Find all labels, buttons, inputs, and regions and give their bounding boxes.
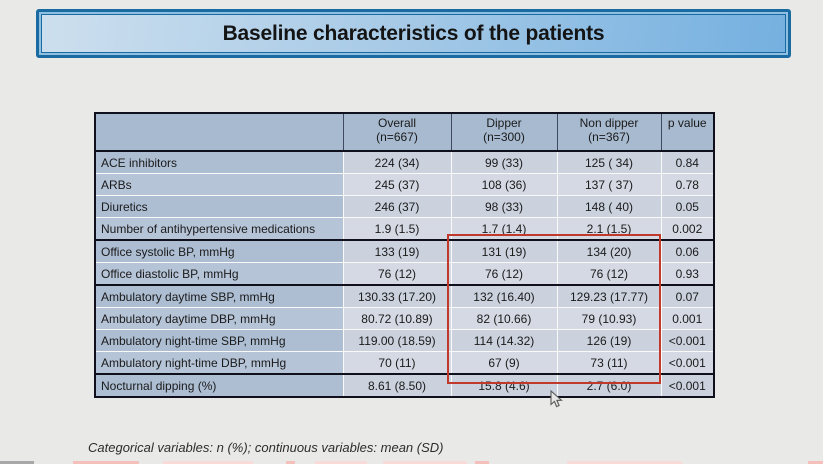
value-cell-nondipper: 2.7 (6.0) <box>556 373 661 397</box>
value-cell-dipper: 132 (16.40) <box>450 284 557 308</box>
value-cell-dipper: 131 (19) <box>450 239 557 263</box>
value-cell-dipper: 114 (14.32) <box>450 329 557 352</box>
value-cell-overall: 224 (34) <box>342 150 451 174</box>
value-cell-p: 0.07 <box>660 284 714 308</box>
table-row: Ambulatory night-time SBP, mmHg 119.00 (1… <box>95 329 714 352</box>
value-cell-overall: 8.61 (8.50) <box>342 373 451 397</box>
table-row: Ambulatory daytime DBP, mmHg 80.72 (10.89… <box>95 307 714 330</box>
row-label-cell: Nocturnal dipping (%) <box>95 373 343 397</box>
bottom-strip-artifact <box>163 461 253 464</box>
value-cell-p: <0.001 <box>660 351 714 374</box>
bottom-strip-artifact <box>475 461 489 464</box>
value-cell-dipper: 1.7 (1.4) <box>450 217 557 240</box>
column-header-overall: Overall (n=667) <box>342 113 451 152</box>
value-cell-overall: 119.00 (18.59) <box>342 329 451 352</box>
slide-title-banner: Baseline characteristics of the patients <box>36 9 791 58</box>
value-cell-overall: 133 (19) <box>342 239 451 263</box>
value-cell-nondipper: 2.1 (1.5) <box>556 217 661 240</box>
value-cell-p: 0.002 <box>660 217 714 240</box>
value-cell-nondipper: 148 ( 40) <box>556 195 661 218</box>
column-header-dipper: Dipper (n=300) <box>450 113 557 152</box>
row-label-cell: Ambulatory daytime SBP, mmHg <box>95 284 343 308</box>
value-cell-nondipper: 76 (12) <box>556 262 661 285</box>
bottom-strip-artifact <box>73 461 139 464</box>
value-cell-dipper: 99 (33) <box>450 150 557 174</box>
value-cell-nondipper: 134 (20) <box>556 239 661 263</box>
value-cell-p: <0.001 <box>660 373 714 397</box>
table-row: Diuretics 246 (37) 98 (33) 148 ( 40) 0.05 <box>95 195 714 218</box>
table-row: Office diastolic BP, mmHg 76 (12) 76 (12) 7… <box>95 262 714 285</box>
bottom-strip-artifact <box>315 461 367 464</box>
bottom-strip-artifact <box>567 461 682 464</box>
row-label-cell: Office systolic BP, mmHg <box>95 239 343 263</box>
value-cell-p: 0.84 <box>660 150 714 174</box>
baseline-table: Overall (n=667) Dipper (n=300) Non dipper (n=… <box>94 112 715 398</box>
value-cell-p: 0.05 <box>660 195 714 218</box>
value-cell-p: <0.001 <box>660 329 714 352</box>
table-container: Overall (n=667) Dipper (n=300) Non dipper (n=… <box>94 112 715 398</box>
value-cell-dipper: 76 (12) <box>450 262 557 285</box>
table-row: ACE inhibitors 224 (34) 99 (33) 125 ( 34) 0.… <box>95 150 714 174</box>
bottom-strip-artifact <box>0 461 34 464</box>
bottom-strip-artifact <box>808 461 823 464</box>
table-row: Ambulatory daytime SBP, mmHg 130.33 (17.2… <box>95 284 714 308</box>
value-cell-dipper: 108 (36) <box>450 173 557 196</box>
bottom-strip-artifact <box>383 461 467 464</box>
table-header: Overall (n=667) Dipper (n=300) Non dipper (n=… <box>95 113 714 152</box>
table-row: Number of antihypertensive medications 1.… <box>95 217 714 240</box>
value-cell-nondipper: 129.23 (17.77) <box>556 284 661 308</box>
row-label-cell: Ambulatory night-time SBP, mmHg <box>95 329 343 352</box>
value-cell-dipper: 15.8 (4.6) <box>450 373 557 397</box>
row-label-cell: Ambulatory daytime DBP, mmHg <box>95 307 343 330</box>
table-row: Ambulatory night-time DBP, mmHg 70 (11) 67… <box>95 351 714 374</box>
row-label-cell: Number of antihypertensive medications <box>95 217 343 240</box>
row-label-cell: ACE inhibitors <box>95 150 343 174</box>
value-cell-dipper: 67 (9) <box>450 351 557 374</box>
column-header-p: p value <box>660 113 714 152</box>
column-header-label <box>95 113 343 152</box>
value-cell-nondipper: 126 (19) <box>556 329 661 352</box>
row-label-cell: Office diastolic BP, mmHg <box>95 262 343 285</box>
value-cell-p: 0.78 <box>660 173 714 196</box>
value-cell-p: 0.93 <box>660 262 714 285</box>
value-cell-dipper: 82 (10.66) <box>450 307 557 330</box>
row-label-cell: ARBs <box>95 173 343 196</box>
value-cell-overall: 70 (11) <box>342 351 451 374</box>
value-cell-p: 0.06 <box>660 239 714 263</box>
value-cell-nondipper: 73 (11) <box>556 351 661 374</box>
row-label-cell: Diuretics <box>95 195 343 218</box>
table-row: Office systolic BP, mmHg 133 (19) 131 (19)… <box>95 239 714 263</box>
mouse-cursor-icon <box>550 389 563 414</box>
value-cell-overall: 130.33 (17.20) <box>342 284 451 308</box>
value-cell-overall: 76 (12) <box>342 262 451 285</box>
value-cell-overall: 246 (37) <box>342 195 451 218</box>
value-cell-overall: 1.9 (1.5) <box>342 217 451 240</box>
page-title: Baseline characteristics of the patients <box>222 21 605 45</box>
column-header-nondipper: Non dipper (n=367) <box>556 113 661 152</box>
value-cell-nondipper: 137 ( 37) <box>556 173 661 196</box>
value-cell-dipper: 98 (33) <box>450 195 557 218</box>
value-cell-p: 0.001 <box>660 307 714 330</box>
table-row: Nocturnal dipping (%) 8.61 (8.50) 15.8 (4.… <box>95 373 714 397</box>
value-cell-overall: 245 (37) <box>342 173 451 196</box>
value-cell-nondipper: 79 (10.93) <box>556 307 661 330</box>
table-row: ARBs 245 (37) 108 (36) 137 ( 37) 0.78 <box>95 173 714 196</box>
row-label-cell: Ambulatory night-time DBP, mmHg <box>95 351 343 374</box>
footnote: Categorical variables: n (%); continuous… <box>88 440 444 455</box>
value-cell-nondipper: 125 ( 34) <box>556 150 661 174</box>
value-cell-overall: 80.72 (10.89) <box>342 307 451 330</box>
table-body: ACE inhibitors 224 (34) 99 (33) 125 ( 34) 0.… <box>95 150 714 397</box>
bottom-strip-artifact <box>286 461 295 464</box>
